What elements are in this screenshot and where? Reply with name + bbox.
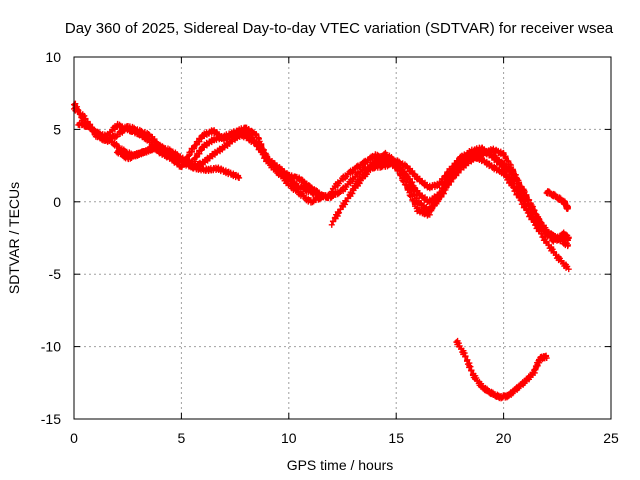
- x-tick-label: 10: [281, 430, 297, 446]
- point-markers: [71, 100, 335, 206]
- axis-ticks: 0 5 10 15 20 25 -15 -10 -5 0 5 10: [41, 49, 619, 446]
- grid-lines: [74, 57, 611, 419]
- plot-frame: [73, 56, 612, 420]
- series-track-10: [543, 188, 571, 212]
- series-track-9: [528, 203, 572, 245]
- point-markers: [543, 188, 571, 212]
- point-markers: [328, 147, 572, 244]
- x-tick-label: 5: [178, 430, 186, 446]
- chart-title: Day 360 of 2025, Sidereal Day-to-day VTE…: [65, 20, 614, 37]
- x-tick-label: 20: [496, 430, 512, 446]
- point-markers: [528, 203, 572, 245]
- point-markers: [328, 144, 528, 205]
- x-tick-label: 15: [388, 430, 404, 446]
- series-track-8: [328, 144, 528, 205]
- point-markers: [113, 128, 325, 199]
- x-axis-label: GPS time / hours: [287, 457, 394, 473]
- point-markers: [453, 337, 550, 402]
- x-tick-label: 25: [603, 430, 619, 446]
- y-tick-label: -15: [41, 411, 61, 427]
- x-tick-label: 0: [70, 430, 78, 446]
- y-tick-label: -5: [49, 266, 62, 282]
- data-points: [71, 100, 572, 402]
- y-axis-label: SDTVAR / TECUs: [6, 182, 22, 294]
- y-tick-label: 5: [53, 121, 61, 137]
- series-track-11: [453, 337, 550, 402]
- series-track-5: [328, 147, 572, 244]
- series-track-4: [113, 128, 325, 199]
- y-tick-label: 10: [45, 49, 61, 65]
- y-tick-label: 0: [53, 194, 61, 210]
- y-tick-label: -10: [41, 339, 61, 355]
- series-track-2: [71, 100, 335, 206]
